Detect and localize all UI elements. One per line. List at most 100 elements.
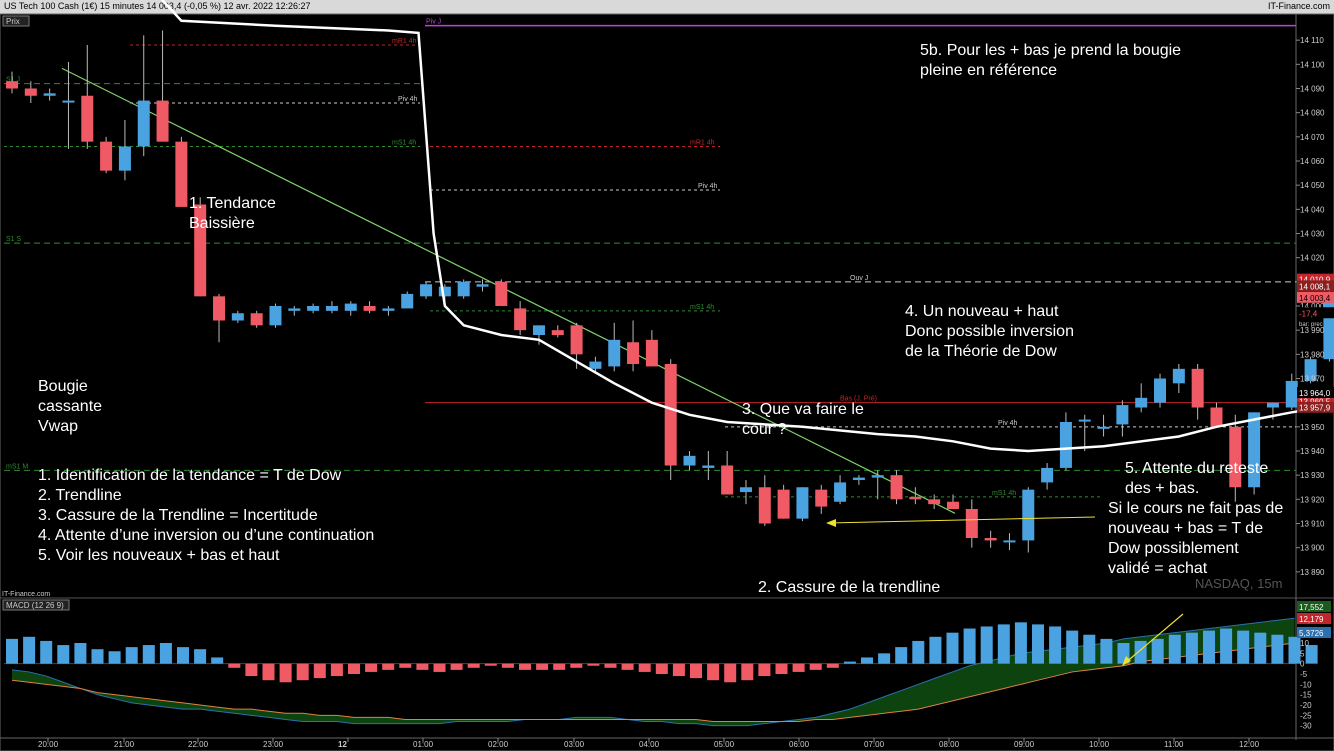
annotation-5-detail-line-1: Si le cours ne fait pas de [1108,500,1283,517]
macd-bar [365,663,378,672]
macd-bar [963,628,976,664]
annotation-5-line-1: 5. Attente du reteste [1125,460,1268,477]
level-label: Ouv J [850,275,868,282]
macd-bar [1014,622,1027,664]
y-tick-label: 14 070 [1300,133,1325,142]
candle-body [1041,467,1054,483]
step-3: 3. Cassure de la Trendline = Incertitude [38,507,318,524]
candle-body [81,95,94,142]
macd-bar [655,663,668,674]
macd-tag-1: 17,552 [1299,603,1324,612]
macd-bar [125,647,138,664]
candle-body [796,487,809,519]
macd-bar [519,663,531,670]
candle-body [1097,426,1110,429]
macd-bar [775,663,788,674]
candles-group [6,30,1334,553]
y-tick-label: 13 940 [1300,447,1325,456]
macd-bar [1134,640,1147,664]
level-label: S1 J [6,77,20,84]
candle-body [909,496,922,500]
macd-bar [1203,630,1215,664]
brand-label: IT-Finance.com [1267,1,1330,11]
level-label: mS1 M [6,463,28,470]
y-tick-label: 14 110 [1300,36,1324,45]
y-tick-label: 13 930 [1300,471,1325,480]
macd-bar [672,663,685,677]
macd-bar [1254,632,1267,664]
candle-body [288,308,301,311]
macd-bar [1049,626,1062,664]
candle-body [213,296,226,321]
candle-body [702,465,715,468]
candle-body [194,204,207,297]
macd-bar [245,663,258,677]
x-tick-label: 04:00 [639,740,660,749]
macd-bar [177,647,189,664]
window-title: US Tech 100 Cash (1€) 15 minutes 14 003,… [4,1,311,11]
macd-bar [399,663,412,668]
macd-bar [826,663,839,668]
candle-body [401,293,414,309]
annotation-3-line-1: 3. Que va faire le [742,401,864,418]
y-tick-label: 13 890 [1300,568,1325,577]
macd-bar [638,663,651,672]
macd-bar [142,645,155,664]
candle-body [438,286,451,297]
y-tick-label: 14 080 [1300,109,1325,118]
x-tick-label: 21:00 [114,740,135,749]
candle-body [1172,368,1185,384]
macd-tag-3-bg [1297,627,1331,638]
price-panel-box [2,15,30,27]
macd-bar [313,663,326,679]
candle-body [24,88,37,96]
x-tick-label: 06:00 [789,740,810,749]
level-label: mR1 4h [392,38,417,45]
candle-body [758,487,771,524]
macd-bar [450,663,463,670]
candle-body [890,475,903,500]
annotation-1-line-2: Baissière [189,215,255,232]
macd-y-tick: 0 [1300,660,1305,669]
macd-tag-3: 5,3726 [1299,629,1324,638]
candle-body [1003,540,1016,543]
macd-bar [1032,624,1044,664]
macd-bar [1305,645,1318,664]
annotation-1-line-1: 1. Tendance [189,195,276,212]
candle-body [871,475,884,478]
annotation-2: 2. Cassure de la trendline [758,579,940,596]
macd-bar [1151,638,1164,664]
macd-panel-box [2,599,70,611]
candle-body [739,487,752,493]
x-tick-label: 08:00 [939,740,960,749]
candle-body [1078,419,1091,422]
candle-body [1248,412,1261,488]
candle-body [965,509,978,538]
x-tick-label: 10:00 [1089,740,1110,749]
x-tick-label: 01:00 [413,740,434,749]
macd-bar [912,640,925,664]
candle-body [1304,359,1317,381]
macd-y-tick: 5 [1300,649,1305,658]
annotation-5-detail-line-2: nouveau + bas = T de [1108,520,1263,537]
candle-body [1154,378,1167,403]
level-label: Piv 4h [398,96,418,103]
macd-y-tick: -30 [1300,722,1312,731]
level-label: mS1 4h [992,490,1016,497]
candle-body [664,364,677,466]
candle-body [307,306,320,311]
annotation-bougie-line-1: Bougie [38,378,88,395]
macd-bar [758,663,771,677]
watermark: NASDAQ, 15m [1195,576,1282,591]
y-tick-label: 13 980 [1300,350,1325,359]
macd-bar [279,663,292,683]
macd-bar [74,643,87,664]
macd-bar [40,640,53,664]
last-price-tag: 14 003,4 [1299,294,1331,303]
x-tick-label: 12 [338,740,347,749]
step-4: 4. Attente d’une inversion ou d’une cont… [38,527,374,544]
candle-body [608,339,621,367]
macd-tag-1-bg [1297,601,1331,612]
